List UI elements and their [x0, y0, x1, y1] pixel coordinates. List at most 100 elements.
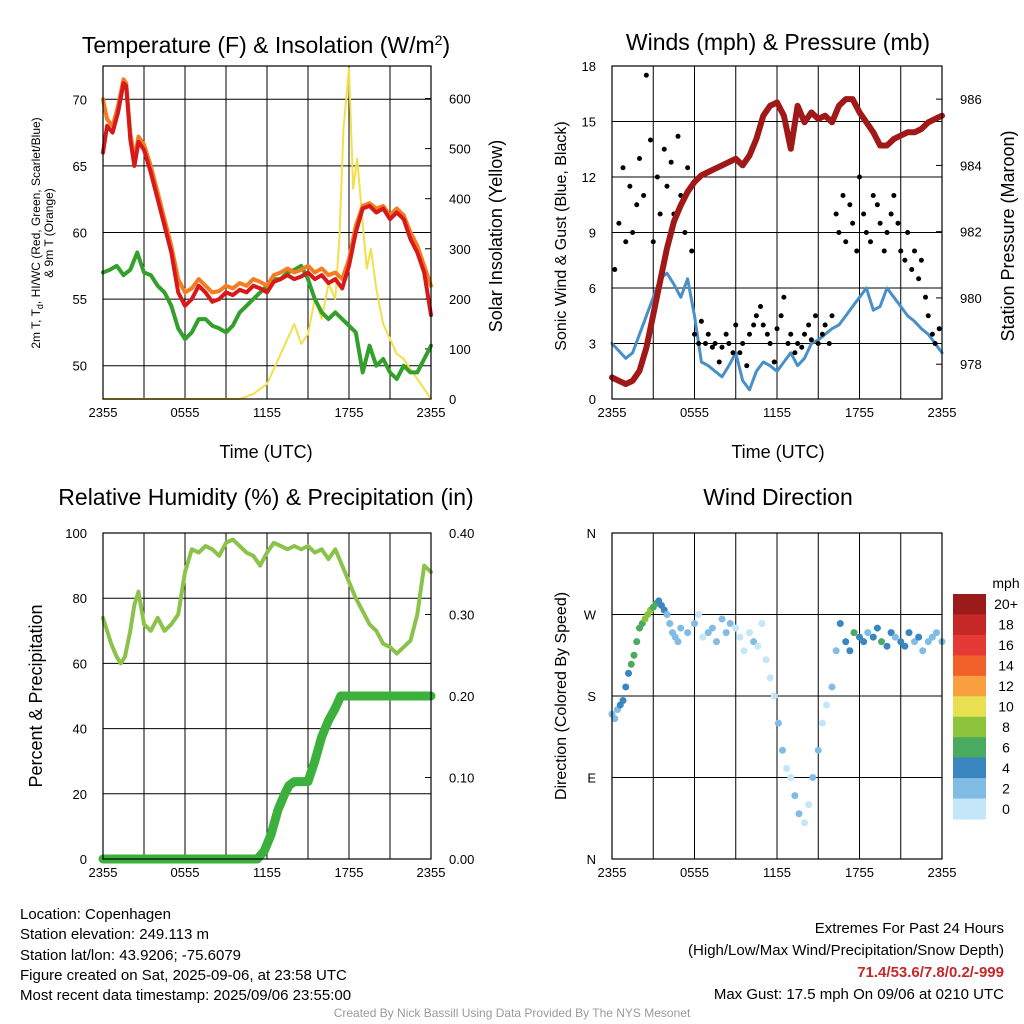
winds-gust-point [698, 318, 704, 324]
winds-gust-point [850, 220, 856, 226]
dir-chart-title: Wind Direction [703, 484, 853, 510]
winds-gust-point [888, 211, 894, 217]
winds-gust-point [760, 322, 766, 328]
winds-frame [611, 65, 943, 400]
temp-y-right-tick-label: 0 [449, 392, 456, 407]
dir-point [691, 620, 698, 628]
temp-y-right-tick-label: 100 [449, 342, 471, 357]
dir-legend-label: 14 [998, 658, 1014, 674]
winds-gust-point [925, 313, 931, 319]
temp-x-tick-label: 2355 [89, 405, 118, 420]
winds-gust-point [654, 174, 660, 180]
rh-y-left-tick-label: 60 [73, 656, 87, 671]
dir-legend-label: 6 [1002, 739, 1010, 755]
winds-gust-point [668, 159, 674, 165]
winds-y-left-tick-label: 18 [582, 59, 596, 74]
dir-legend-label: 12 [998, 678, 1014, 694]
dir-y-tick-label: N [587, 526, 596, 541]
dir-y-tick-label: S [587, 689, 596, 704]
winds-gust-point [840, 193, 846, 198]
dir-point [674, 638, 682, 646]
rh-y-right-tick-label: 0.10 [449, 771, 474, 786]
dir-point [754, 642, 762, 650]
winds-gust-point [719, 344, 725, 350]
winds-gust-point [623, 239, 629, 245]
temp-series-line [101, 81, 433, 318]
winds-gust-point [726, 341, 732, 346]
winds-y-left-label: Sonic Wind & Gust (Blue, Black) [553, 121, 570, 350]
winds-gust-point [918, 257, 924, 263]
dir-point [732, 624, 740, 632]
dir-point [873, 624, 881, 632]
winds-gust-point [723, 331, 729, 337]
winds-gust-point [819, 331, 825, 337]
winds-gust-point [868, 239, 873, 245]
dir-point [766, 674, 774, 682]
rh-y-left-tick-label: 100 [65, 526, 87, 541]
winds-gust-point [764, 331, 770, 337]
winds-gust-point [675, 133, 681, 139]
temp-y-left-tick-label: 55 [73, 292, 87, 307]
dir-point [758, 620, 766, 628]
temp-frame [102, 65, 432, 400]
dir-legend-label: 20+ [994, 596, 1018, 612]
station-latlon: Station lat/lon: 43.9206; -75.6079 [20, 946, 242, 964]
svg-text:& 9m T (Orange): & 9m T (Orange) [42, 188, 56, 278]
winds-gust-point [733, 322, 739, 328]
temp-y-right-tick-label: 300 [449, 242, 471, 257]
dir-frame [611, 532, 943, 860]
temp-y-left-tick-label: 70 [73, 92, 87, 107]
figure-created: Figure created on Sat, 2025-09-06, at 23… [20, 966, 347, 984]
rh-y-left-tick-label: 40 [73, 722, 87, 737]
dir-legend-label: 8 [1002, 719, 1010, 735]
winds-gust-point [813, 313, 818, 319]
credit-line: Created By Nick Bassill Using Data Provi… [333, 1006, 691, 1020]
winds-gust-point [771, 359, 777, 365]
dir-point [832, 647, 840, 655]
rh-x-tick-label: 1755 [335, 865, 364, 880]
winds-gust-point [661, 146, 667, 152]
dir-y-tick-label: N [587, 852, 596, 867]
winds-gust-point [730, 350, 736, 356]
svg-text:2m T, Td, HI/WC (Red, Green, S: 2m T, Td, HI/WC (Red, Green, Scarlet/Blu… [29, 117, 45, 348]
temp-series-line [101, 77, 433, 295]
rh-y-right-tick-label: 0.40 [449, 526, 474, 541]
dir-point [740, 647, 748, 655]
dir-point [736, 633, 744, 641]
dir-point [750, 638, 758, 646]
winds-gust-point [905, 230, 911, 235]
dir-legend-label: 4 [1002, 760, 1010, 776]
winds-gust-point [682, 230, 688, 235]
winds-gust-point [808, 337, 814, 343]
dir-point [842, 638, 850, 646]
winds-gust-point [788, 331, 794, 337]
winds-y-left-tick-label: 9 [589, 226, 596, 241]
temp-x-label: Time (UTC) [219, 442, 312, 462]
winds-gust-point [712, 341, 718, 346]
winds-gust-point [902, 257, 908, 263]
dir-point [915, 633, 923, 641]
winds-gust-point [620, 165, 626, 171]
dir-point [901, 642, 909, 650]
temp-x-tick-label: 1755 [335, 405, 364, 420]
winds-gust-point [751, 322, 757, 328]
dir-point [695, 611, 703, 618]
winds-gust-point [657, 211, 663, 217]
winds-y-right-tick-label: 980 [960, 291, 982, 306]
winds-gust-point [923, 294, 928, 300]
dir-point [663, 611, 671, 618]
dir-legend-swatch [953, 614, 986, 636]
winds-gust-point [857, 174, 862, 180]
winds-sonic-line [610, 271, 944, 392]
winds-pressure-line [609, 96, 945, 388]
winds-y-left-tick-label: 12 [582, 170, 596, 185]
winds-gust-point [767, 341, 773, 346]
station-location: Location: Copenhagen [20, 906, 171, 923]
temp-y-right-tick-label: 500 [449, 142, 471, 157]
dir-point [860, 638, 868, 646]
winds-gust-point [696, 341, 702, 346]
dir-point [699, 633, 707, 641]
winds-gust-point [870, 193, 876, 198]
winds-chart-title: Winds (mph) & Pressure (mb) [626, 29, 930, 55]
dir-point [814, 746, 822, 754]
